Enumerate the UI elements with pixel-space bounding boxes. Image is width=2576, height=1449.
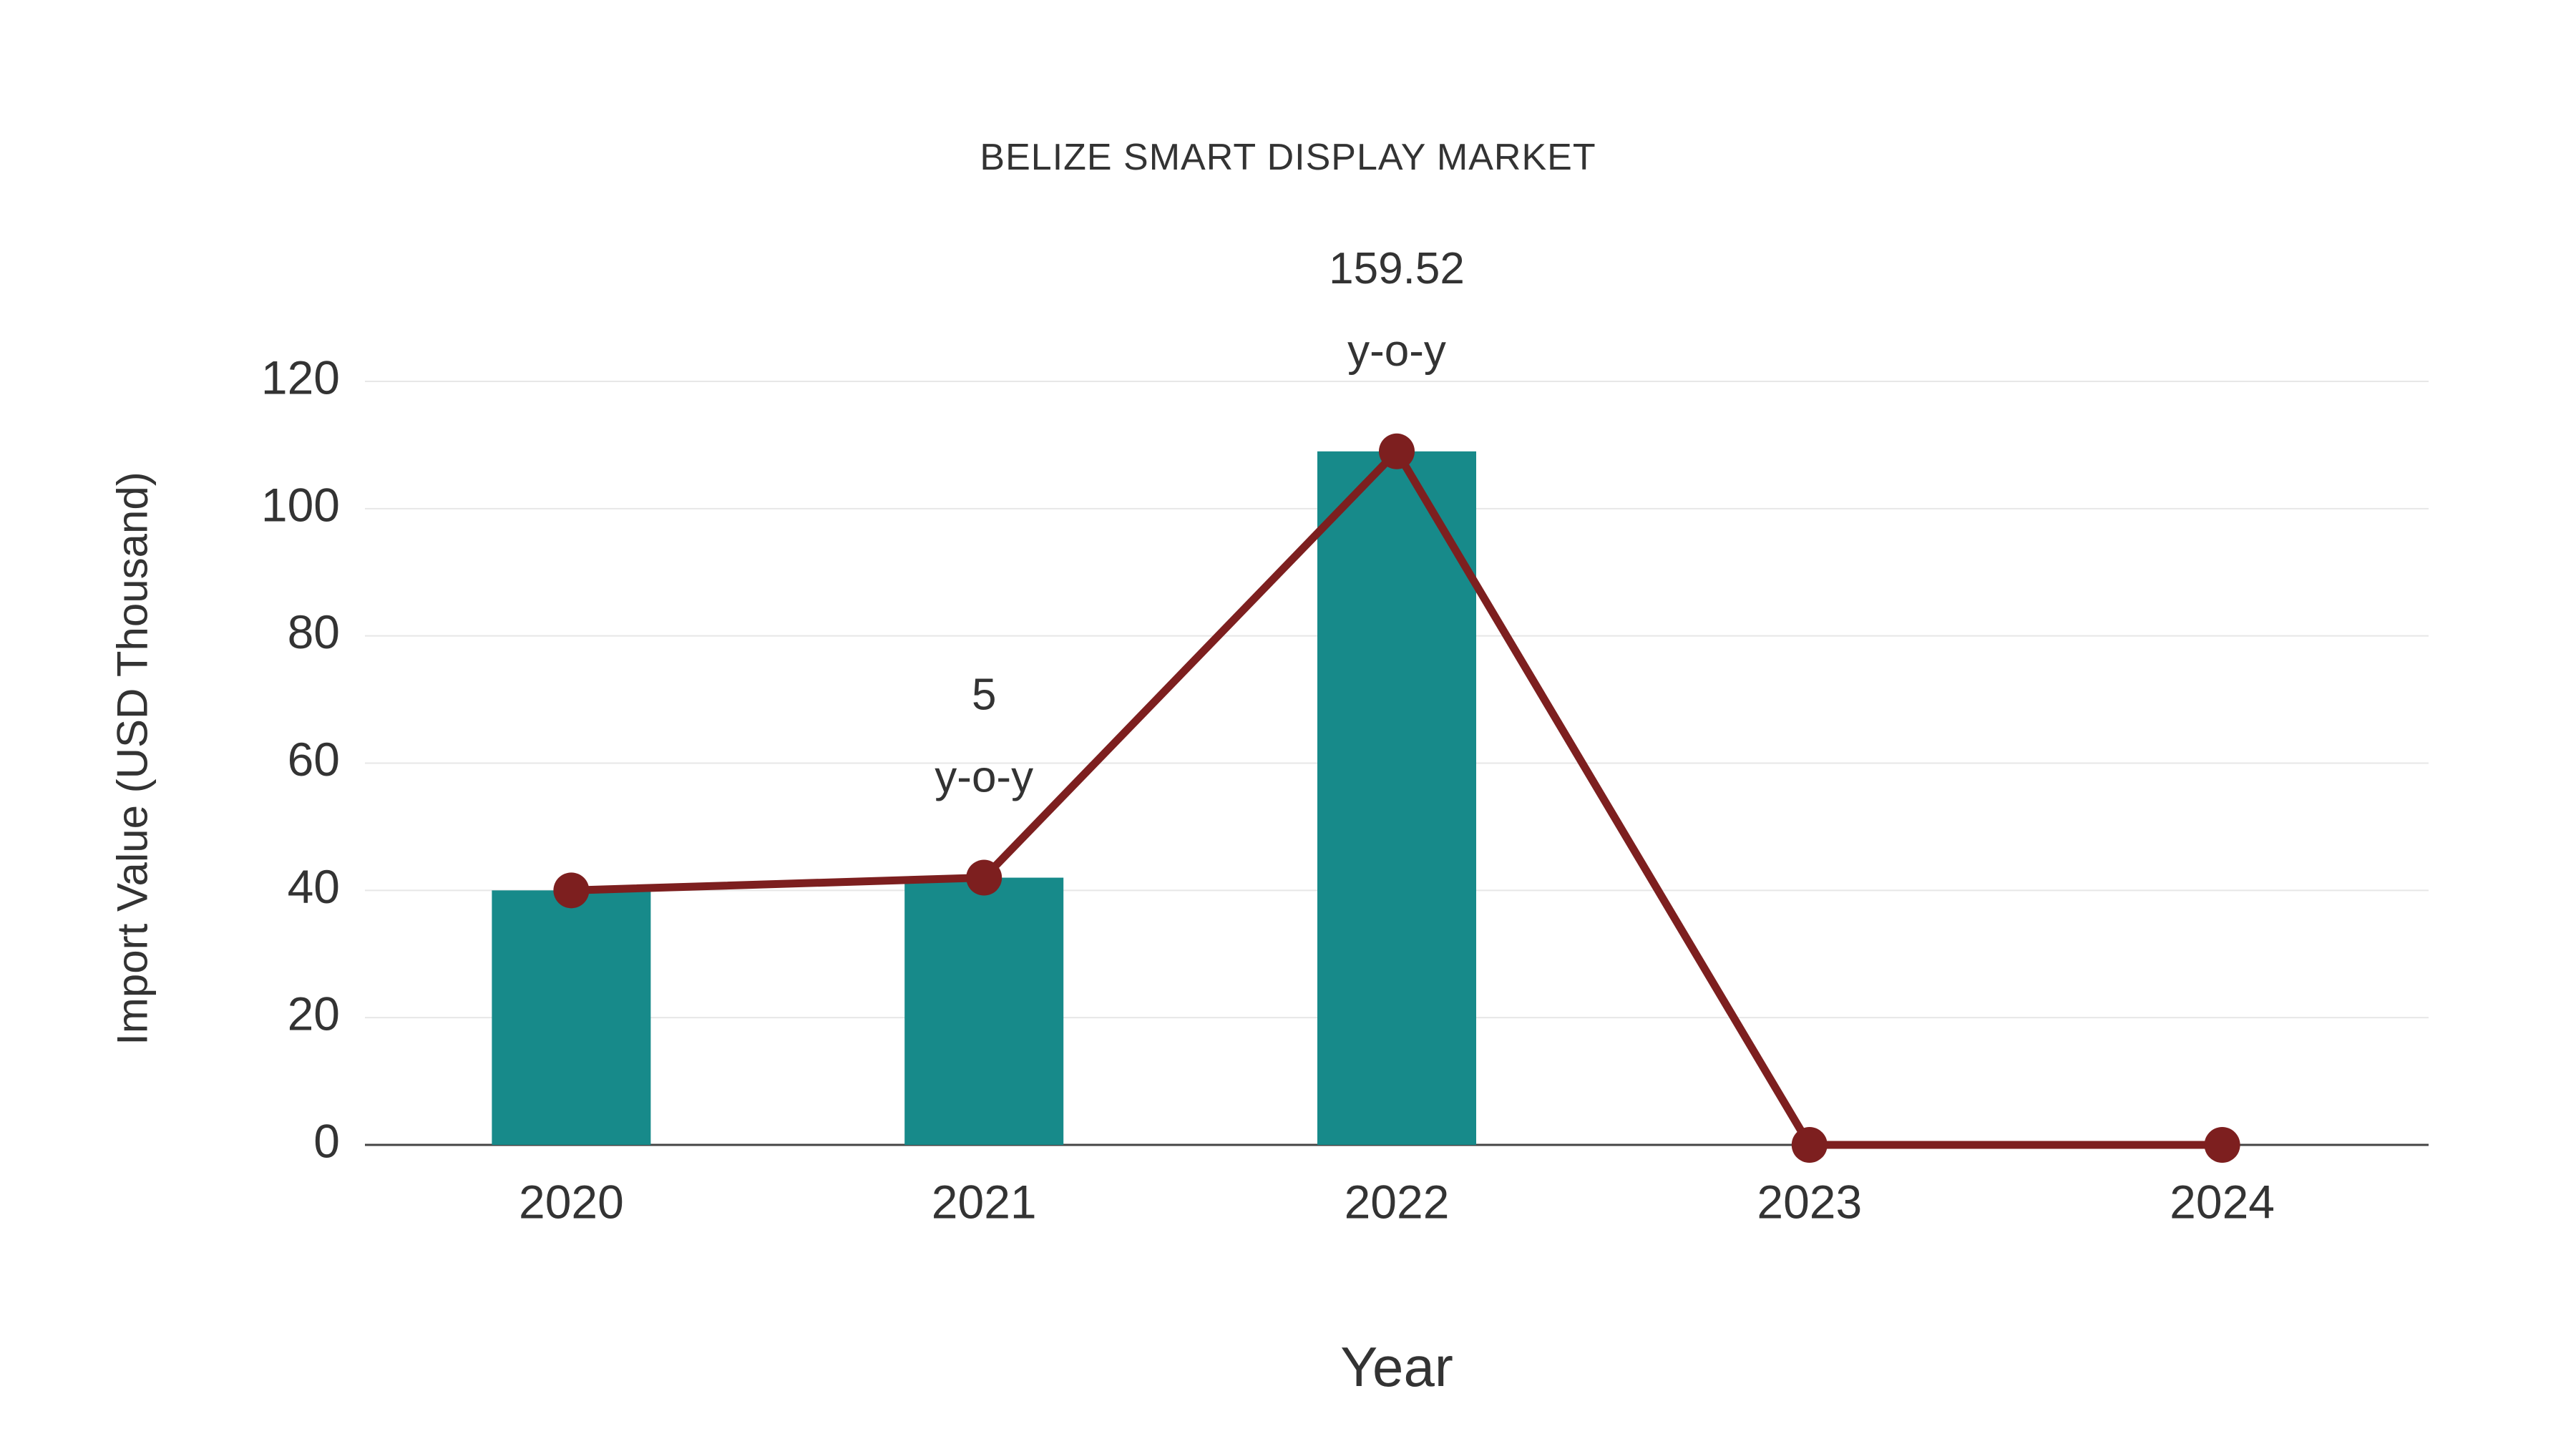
x-tick-label: 2022 (1345, 1175, 1450, 1228)
y-tick-label: 20 (288, 987, 340, 1040)
x-tick-label: 2021 (932, 1175, 1037, 1228)
line-marker-2021 (966, 859, 1002, 896)
chart-title: BELIZE SMART DISPLAY MARKET (980, 137, 1596, 178)
x-tick-label: 2024 (2170, 1175, 2275, 1228)
y-tick-label: 100 (261, 478, 340, 531)
bar-2021 (904, 877, 1064, 1145)
y-tick-label: 120 (261, 351, 340, 404)
line-marker-2024 (2204, 1127, 2240, 1163)
y-tick-label: 80 (288, 605, 340, 658)
line-marker-2020 (553, 872, 590, 909)
annotation-value: 5 (972, 670, 996, 720)
x-axis-title: Year (1340, 1335, 1453, 1398)
y-tick-label: 0 (313, 1114, 340, 1167)
annotation-label: y-o-y (935, 753, 1033, 802)
line-marker-2023 (1791, 1127, 1828, 1163)
bar-2020 (492, 890, 651, 1145)
annotation-label: y-o-y (1347, 326, 1446, 376)
x-tick-label: 2023 (1757, 1175, 1862, 1228)
x-tick-label: 2020 (519, 1175, 624, 1228)
y-tick-label: 60 (288, 733, 340, 786)
y-tick-label: 40 (288, 860, 340, 913)
bar-2022 (1317, 451, 1476, 1145)
annotation-value: 159.52 (1329, 244, 1465, 293)
line-marker-2022 (1379, 433, 1415, 469)
